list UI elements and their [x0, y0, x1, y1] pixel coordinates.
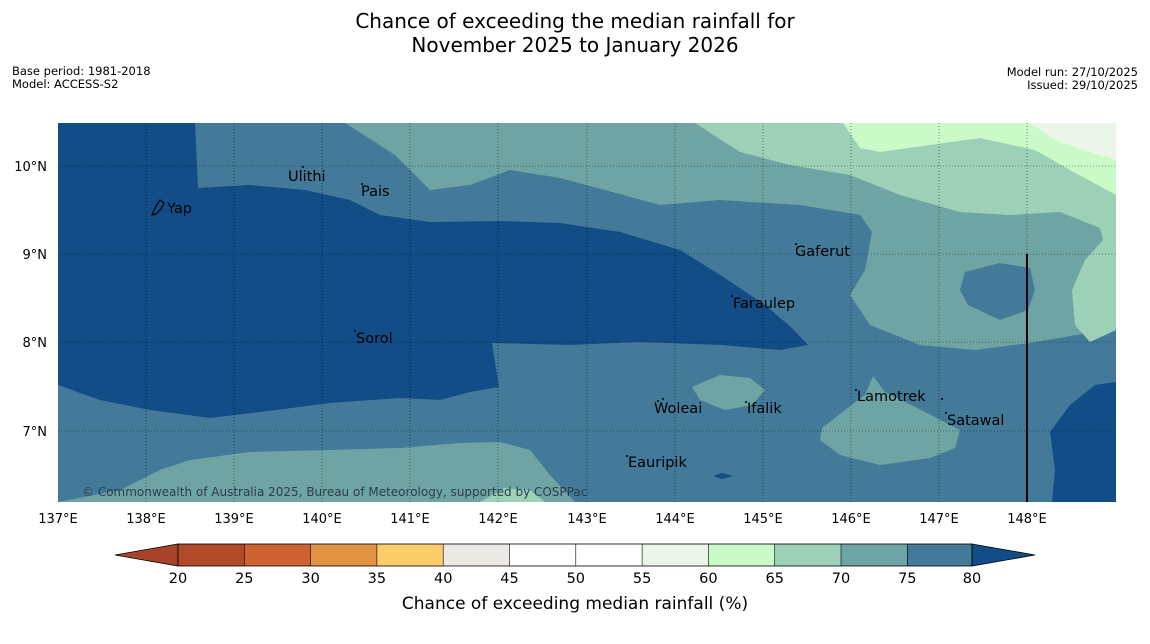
cbar-tick-55: 55 — [633, 571, 651, 587]
lon-label-146: 146°E — [831, 512, 871, 527]
colorbar-bin-55-60 — [642, 544, 709, 566]
colorbar-label: Chance of exceeding median rainfall (%) — [401, 594, 749, 614]
lon-label-145: 145°E — [743, 512, 783, 527]
colorbar-bin-40-45 — [443, 544, 510, 566]
model-run: Model run: 27/10/2025 — [1006, 65, 1138, 79]
zone-65-70-ifalik — [692, 375, 765, 410]
zone-75-80 — [58, 123, 808, 418]
lon-label-147: 147°E — [919, 512, 959, 527]
label-satawal: Satawal — [947, 413, 1004, 429]
lon-label-140: 140°E — [302, 512, 342, 527]
colorbar-bin-20-25 — [178, 544, 245, 566]
lon-label-138: 138°E — [126, 512, 166, 527]
zone-60-65 — [695, 123, 1116, 342]
label-eauripik: Eauripik — [628, 455, 687, 471]
zone-65-70-south — [58, 442, 575, 502]
base-period: Base period: 1981-2018 — [12, 64, 151, 78]
zone-65-70-lamotrek — [820, 376, 960, 465]
colorbar-bin-30-35 — [310, 544, 377, 566]
label-gaferut: Gaferut — [795, 244, 850, 260]
cbar-tick-40: 40 — [434, 571, 452, 587]
place-labels: Yap Ulithi Pais Gaferut Faraulep Sorol W… — [166, 169, 1004, 471]
cbar-tick-60: 60 — [699, 571, 717, 587]
label-ifalik: Ifalik — [747, 401, 782, 417]
colorbar-bin-45-50 — [509, 544, 576, 566]
cbar-tick-50: 50 — [567, 571, 585, 587]
lon-labels: 137°E 138°E 139°E 140°E 141°E 142°E 143°… — [38, 512, 1047, 527]
lon-label-137: 137°E — [38, 512, 78, 527]
graticule — [58, 123, 1116, 502]
colorbar-extend-low — [114, 543, 179, 567]
zone-50-55 — [1030, 123, 1116, 160]
zone-75-80-east — [1050, 382, 1116, 502]
marker-sorol — [354, 330, 356, 332]
island-markers — [302, 166, 947, 457]
marker-woleai — [662, 398, 664, 400]
marker-lamotrek — [855, 389, 857, 391]
title-line-1: Chance of exceeding the median rainfall … — [355, 9, 795, 33]
zone-65-70-south-2 — [480, 488, 545, 502]
marker-gaferut — [795, 243, 797, 245]
marker-satawal — [945, 412, 947, 414]
lat-label-8: 8°N — [23, 336, 48, 351]
marker-pais — [361, 183, 363, 185]
copyright-text: © Commonwealth of Australia 2025, Bureau… — [82, 485, 587, 499]
issued-date: Issued: 29/10/2025 — [1027, 78, 1138, 92]
cbar-tick-35: 35 — [368, 571, 386, 587]
lon-label-141: 141°E — [390, 512, 430, 527]
label-yap: Yap — [166, 201, 192, 217]
cbar-tick-75: 75 — [898, 571, 916, 587]
label-faraulep: Faraulep — [733, 296, 795, 312]
meta-right: Model run: 27/10/2025 Issued: 29/10/2025 — [1007, 66, 1138, 92]
cbar-tick-65: 65 — [765, 571, 783, 587]
colorbar-bin-60-65 — [708, 544, 775, 566]
cbar-tick-80: 80 — [963, 571, 981, 587]
colorbar-bin-65-70 — [774, 544, 841, 566]
label-woleai: Woleai — [654, 401, 702, 417]
cbar-tick-25: 25 — [235, 571, 253, 587]
colorbar-extend-high — [971, 543, 1036, 567]
colorbar: 20 25 30 35 40 45 50 55 60 65 70 75 80 — [114, 543, 1036, 587]
label-pais: Pais — [361, 184, 390, 200]
colorbar-bin-25-30 — [244, 544, 311, 566]
marker-eauripik — [626, 455, 628, 457]
chart-title: Chance of exceeding the median rainfall … — [0, 9, 1150, 57]
marker-ulithi — [302, 166, 304, 168]
colorbar-dividers — [244, 544, 908, 566]
colorbar-bin-70-75 — [841, 544, 908, 566]
cbar-tick-20: 20 — [169, 571, 187, 587]
colorbar-frame — [177, 543, 973, 567]
colorbar-ticks: 20 25 30 35 40 45 50 55 60 65 70 75 80 — [169, 571, 981, 587]
marker-ifalik — [745, 401, 747, 403]
lat-label-7: 7°N — [23, 425, 48, 440]
meta-left: Base period: 1981-2018 Model: ACCESS-S2 — [12, 65, 151, 91]
zone-75-80-spot — [713, 473, 733, 479]
lat-label-9: 9°N — [23, 248, 48, 263]
marker-woleai-2 — [657, 400, 659, 402]
lon-label-148: 148°E — [1007, 512, 1047, 527]
zone-55-60 — [843, 123, 1116, 195]
label-lamotrek: Lamotrek — [857, 389, 926, 405]
lat-label-10: 10°N — [14, 160, 47, 175]
title-line-2: November 2025 to January 2026 — [411, 33, 739, 57]
label-sorol: Sorol — [356, 331, 393, 347]
model-name: Model: ACCESS-S2 — [12, 77, 119, 91]
lon-label-143: 143°E — [567, 512, 607, 527]
colorbar-bin-75-80 — [907, 544, 972, 566]
marker-lamotrek-2 — [941, 398, 943, 400]
lon-label-139: 139°E — [214, 512, 254, 527]
cbar-tick-70: 70 — [832, 571, 850, 587]
lat-labels: 10°N 9°N 8°N 7°N — [14, 160, 47, 440]
cbar-tick-30: 30 — [301, 571, 319, 587]
lon-label-144: 144°E — [655, 512, 695, 527]
zone-70-75-blob — [960, 263, 1035, 320]
colorbar-bin-35-40 — [376, 544, 444, 566]
cbar-tick-45: 45 — [500, 571, 518, 587]
yap-island — [150, 199, 165, 216]
label-ulithi: Ulithi — [288, 169, 326, 185]
colorbar-bin-50-55 — [575, 544, 643, 566]
marker-faraulep — [731, 295, 733, 297]
lon-label-142: 142°E — [478, 512, 518, 527]
